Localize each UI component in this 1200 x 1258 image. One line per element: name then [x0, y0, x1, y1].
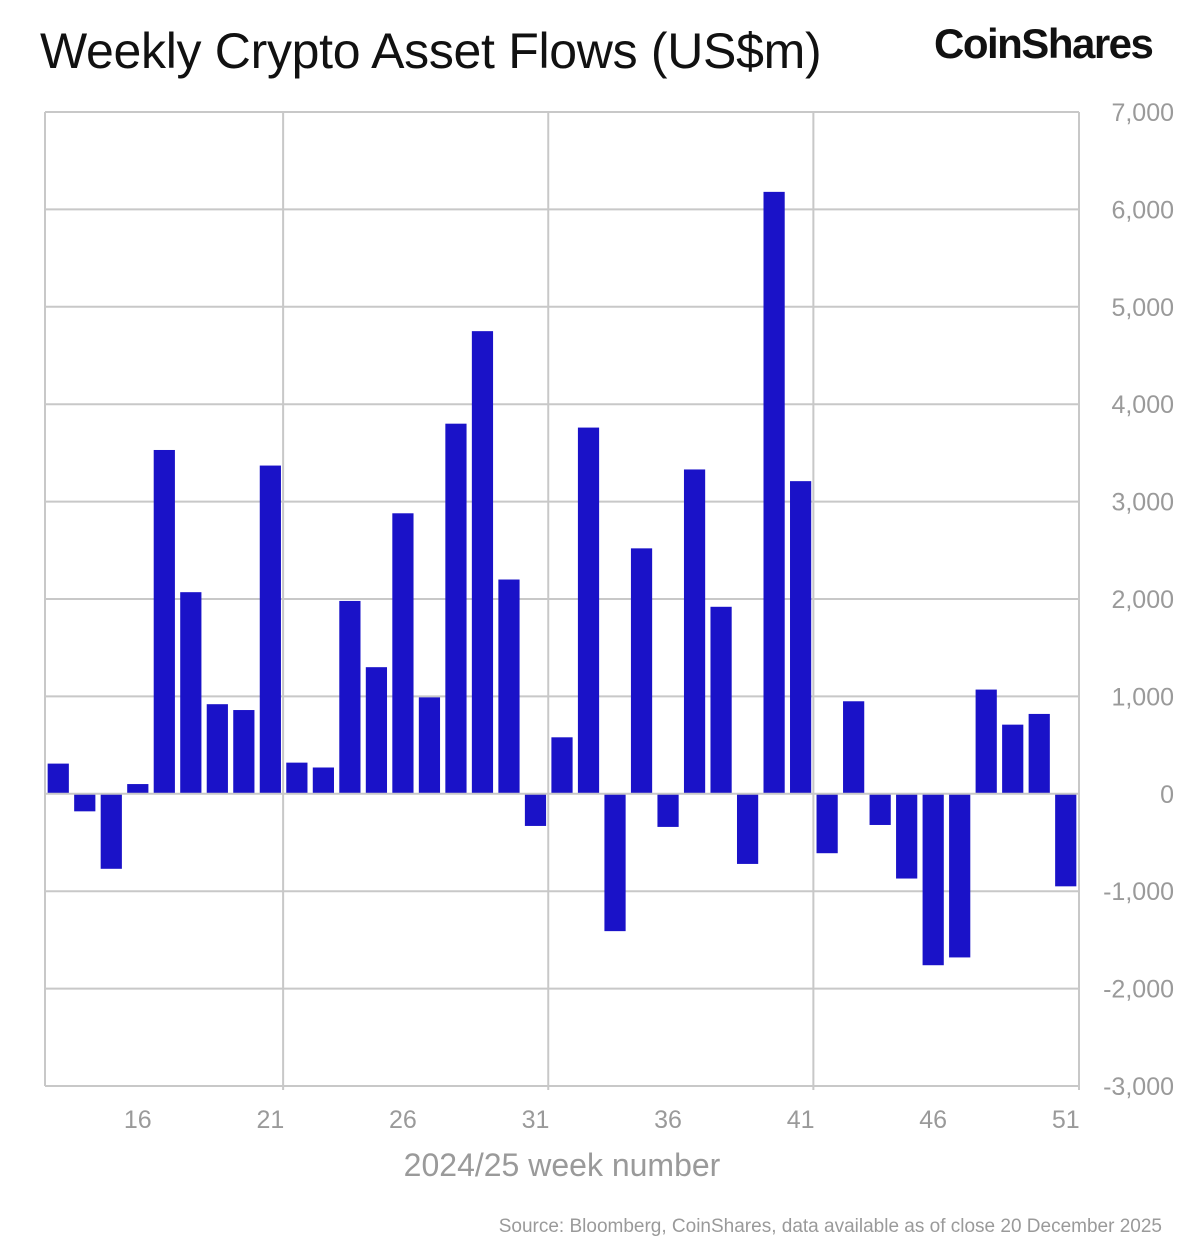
bar-week-22 [286, 762, 308, 794]
bar-week-42 [816, 793, 838, 854]
x-tick-label: 46 [919, 1106, 947, 1134]
bar-week-25 [365, 667, 388, 794]
x-tick-label: 26 [389, 1106, 417, 1134]
y-axis-ticks: 7,000 6,000 5,000 4,000 3,000 2,000 1,000 0 -1,0… [1103, 99, 1174, 1101]
coinshares-logo: CoinShares [934, 20, 1154, 67]
bar-week-37 [683, 469, 706, 794]
source-note: Source: Bloomberg, CoinShares, data avai… [498, 1216, 1162, 1237]
bar-week-17 [153, 449, 175, 794]
y-tick-label: 5,000 [1111, 294, 1174, 322]
y-tick-label: 1,000 [1111, 683, 1174, 711]
grid-layer [44, 111, 1080, 1090]
x-tick-label: 16 [124, 1106, 152, 1134]
bar-week-49 [1002, 724, 1024, 794]
y-tick-label: -1,000 [1103, 878, 1174, 906]
bar-week-27 [418, 697, 441, 794]
y-tick-label: 4,000 [1111, 391, 1174, 419]
bar-week-30 [498, 579, 520, 794]
bar-week-38 [710, 606, 732, 794]
x-tick-label: 21 [256, 1106, 284, 1134]
bar-week-20 [233, 710, 255, 794]
y-tick-label: 2,000 [1111, 586, 1174, 614]
x-axis-label: 2024/25 week number [404, 1147, 721, 1183]
x-axis-ticks: 16 21 26 31 36 41 46 51 [124, 1106, 1080, 1134]
bar-week-48 [975, 689, 997, 794]
bar-week-15 [100, 793, 122, 869]
bar-week-13 [47, 763, 69, 794]
bar-week-18 [180, 592, 202, 794]
chart-title: Weekly Crypto Asset Flows (US$m) [40, 23, 822, 79]
bar-week-45 [896, 793, 918, 879]
bar-week-26 [392, 513, 414, 794]
x-tick-label: 51 [1052, 1106, 1080, 1134]
bar-week-31 [524, 793, 547, 826]
bar-week-23 [312, 767, 334, 794]
bar-week-34 [604, 793, 626, 932]
y-tick-label: -3,000 [1103, 1073, 1174, 1101]
x-tick-label: 36 [654, 1106, 682, 1134]
bar-week-28 [445, 423, 467, 794]
bar-week-36 [657, 793, 679, 827]
bar-week-29 [471, 331, 494, 794]
bar-week-50 [1028, 713, 1050, 794]
bar-week-21 [259, 465, 281, 794]
bar-week-44 [869, 793, 891, 825]
bar-week-33 [577, 427, 600, 794]
bar-week-32 [551, 737, 573, 794]
x-tick-label: 31 [522, 1106, 550, 1134]
bar-week-40 [763, 191, 785, 794]
bar-week-14 [74, 793, 96, 812]
bar-week-16 [127, 784, 149, 794]
bar-layer [47, 191, 1077, 966]
bar-week-39 [736, 793, 759, 864]
y-tick-label: 6,000 [1111, 196, 1174, 224]
y-tick-label: 0 [1160, 781, 1174, 809]
bar-week-19 [206, 704, 228, 794]
bar-week-41 [790, 481, 812, 794]
y-tick-label: 7,000 [1111, 99, 1174, 127]
y-tick-label: -2,000 [1103, 976, 1174, 1004]
y-tick-label: 3,000 [1111, 489, 1174, 517]
bar-week-35 [630, 548, 653, 794]
bar-week-51 [1055, 793, 1077, 887]
bar-week-43 [843, 701, 865, 794]
bar-week-24 [339, 600, 361, 794]
x-tick-label: 41 [787, 1106, 815, 1134]
bar-week-47 [949, 793, 971, 958]
bar-week-46 [922, 793, 944, 966]
